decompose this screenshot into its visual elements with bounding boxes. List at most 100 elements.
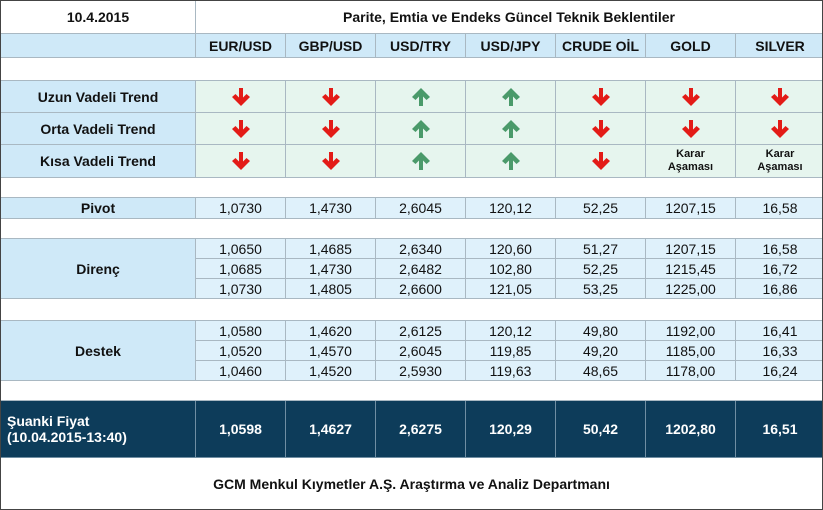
current-row: Şuanki Fiyat (10.04.2015-13:40) 1,0598 1,… xyxy=(1,401,822,458)
value-cell: 1207,15 xyxy=(646,239,736,259)
arrow-cell xyxy=(196,113,286,145)
value-cell: 16,58 xyxy=(736,239,822,259)
down-arrow xyxy=(680,86,702,108)
value-cell: 53,25 xyxy=(556,279,646,299)
value-row: 1,0460 1,4520 2,5930 119,63 48,65 1178,00 16,2… xyxy=(196,361,822,381)
current-label: Şuanki Fiyat (10.04.2015-13:40) xyxy=(1,401,196,458)
title-row: 10.4.2015 Parite, Emtia ve Endeks Güncel… xyxy=(1,1,822,34)
value-row: 1,0685 1,4730 2,6482 102,80 52,25 1215,45 16,7… xyxy=(196,259,822,279)
trend-row: Orta Vadeli Trend xyxy=(1,113,822,145)
value-cell: 16,41 xyxy=(736,321,822,341)
value-cell: 16,51 xyxy=(736,401,822,458)
pivot-row: Pivot 1,0730 1,4730 2,6045 120,12 52,25 1207,1… xyxy=(1,198,822,219)
spacer xyxy=(1,381,822,401)
arrow-cell xyxy=(646,113,736,145)
arrow-cell xyxy=(196,81,286,113)
arrow-cell xyxy=(286,145,376,178)
value-cell: 50,42 xyxy=(556,401,646,458)
value-rows: 1,0580 1,4620 2,6125 120,12 49,80 1192,00 16,4… xyxy=(196,321,822,381)
resistance-block: Direnç 1,0650 1,4685 2,6340 120,60 51,27 1207,… xyxy=(1,239,822,299)
down-arrow xyxy=(230,86,252,108)
value-cell: 1,4730 xyxy=(286,198,376,219)
column-header: USD/TRY xyxy=(376,34,466,58)
decision-note: Karar Aşaması xyxy=(667,148,714,173)
spacer xyxy=(1,219,822,239)
value-cell: 52,25 xyxy=(556,259,646,279)
down-arrow xyxy=(769,118,791,140)
down-arrow xyxy=(230,150,252,172)
value-cell: 1,4627 xyxy=(286,401,376,458)
down-arrow xyxy=(590,150,612,172)
up-arrow xyxy=(500,150,522,172)
down-arrow xyxy=(680,118,702,140)
value-cell: 1207,15 xyxy=(646,198,736,219)
value-cell: 1,0730 xyxy=(196,279,286,299)
value-row: 1,0520 1,4570 2,6045 119,85 49,20 1185,00 16,3… xyxy=(196,341,822,361)
note-cell: Karar Aşaması xyxy=(646,145,736,178)
arrow-cell xyxy=(466,113,556,145)
row-label: Kısa Vadeli Trend xyxy=(1,145,196,178)
value-cell: 1192,00 xyxy=(646,321,736,341)
value-cell: 16,58 xyxy=(736,198,822,219)
up-arrow xyxy=(410,150,432,172)
value-cell: 16,24 xyxy=(736,361,822,381)
trend-row: Uzun Vadeli Trend xyxy=(1,81,822,113)
value-cell: 119,85 xyxy=(466,341,556,361)
column-header: SILVER xyxy=(736,34,822,58)
arrow-cell xyxy=(376,145,466,178)
column-header: GOLD xyxy=(646,34,736,58)
blank xyxy=(1,178,822,198)
row-label: Direnç xyxy=(1,239,196,299)
arrow-cell xyxy=(736,81,822,113)
footer-row: GCM Menkul Kıymetler A.Ş. Araştırma ve A… xyxy=(1,458,822,509)
row-label: Destek xyxy=(1,321,196,381)
blank xyxy=(1,299,822,321)
value-cell: 16,33 xyxy=(736,341,822,361)
value-cell: 2,6275 xyxy=(376,401,466,458)
corner xyxy=(1,34,196,58)
value-cell: 1,4685 xyxy=(286,239,376,259)
blank xyxy=(1,381,822,401)
value-cell: 120,60 xyxy=(466,239,556,259)
value-cell: 120,12 xyxy=(466,198,556,219)
up-arrow xyxy=(500,118,522,140)
value-cell: 2,5930 xyxy=(376,361,466,381)
value-cell: 1,0520 xyxy=(196,341,286,361)
decision-note: Karar Aşaması xyxy=(757,148,803,173)
value-cell: 1,0598 xyxy=(196,401,286,458)
arrow-cell xyxy=(286,81,376,113)
value-cell: 1185,00 xyxy=(646,341,736,361)
value-cell: 119,63 xyxy=(466,361,556,381)
current-label-text: Şuanki Fiyat xyxy=(7,413,90,429)
column-header: CRUDE OİL xyxy=(556,34,646,58)
spacer xyxy=(1,178,822,198)
down-arrow xyxy=(590,118,612,140)
current-time: (10.04.2015-13:40) xyxy=(7,429,127,445)
down-arrow xyxy=(230,118,252,140)
value-cell: 120,12 xyxy=(466,321,556,341)
value-cell: 2,6125 xyxy=(376,321,466,341)
value-cell: 2,6600 xyxy=(376,279,466,299)
row-label: Orta Vadeli Trend xyxy=(1,113,196,145)
value-cell: 1,0685 xyxy=(196,259,286,279)
blank xyxy=(1,219,822,239)
value-row: 1,0580 1,4620 2,6125 120,12 49,80 1192,00 16,4… xyxy=(196,321,822,341)
value-cell: 1178,00 xyxy=(646,361,736,381)
up-arrow xyxy=(410,86,432,108)
value-cell: 1,4570 xyxy=(286,341,376,361)
value-cell: 49,80 xyxy=(556,321,646,341)
arrow-cell xyxy=(376,81,466,113)
value-cell: 120,29 xyxy=(466,401,556,458)
value-cell: 1,0460 xyxy=(196,361,286,381)
value-cell: 2,6045 xyxy=(376,198,466,219)
down-arrow xyxy=(320,86,342,108)
value-cell: 2,6045 xyxy=(376,341,466,361)
row-label: Pivot xyxy=(1,198,196,219)
column-header: EUR/USD xyxy=(196,34,286,58)
value-cell: 48,65 xyxy=(556,361,646,381)
value-cell: 1,4520 xyxy=(286,361,376,381)
value-cell: 1,4805 xyxy=(286,279,376,299)
spacer xyxy=(1,58,822,81)
value-cell: 2,6482 xyxy=(376,259,466,279)
